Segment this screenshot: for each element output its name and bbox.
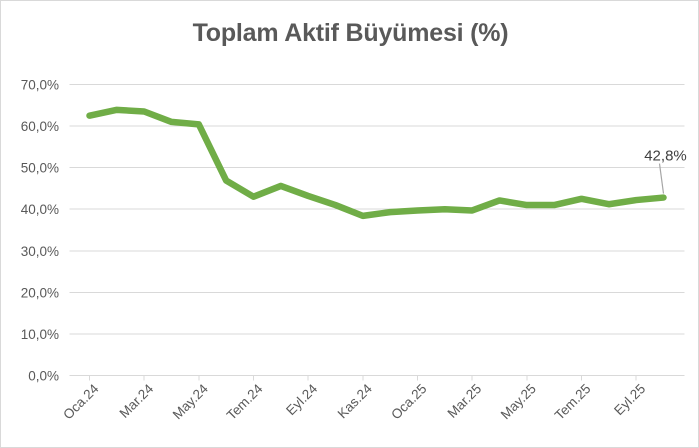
y-axis-label: 60,0% [21,119,59,134]
x-axis-label: Eyl.24 [283,381,320,418]
x-axis-label: May.25 [498,381,539,422]
x-axis-label: Eyl.25 [611,381,648,418]
x-axis-label: Oca.24 [60,381,102,423]
x-axis-label: Tem.24 [224,381,266,423]
chart-title: Toplam Aktif Büyümesi (%) [192,19,509,47]
series-line-path [86,106,667,220]
x-axis-tick-labels: Oca.24 Mar.24 May.24 Tem.24 Eyl.24 Kas.24 Oca.… [60,381,648,423]
y-axis-label: 0,0% [28,369,59,384]
leader-line [658,163,665,194]
gridlines [69,84,685,376]
x-axis-label: Mar.25 [444,381,484,421]
y-axis-label: 10,0% [21,327,59,342]
data-series-line [86,106,667,220]
x-axis-label: Tem.25 [552,381,594,423]
y-axis-label: 50,0% [21,161,59,176]
y-axis-label: 40,0% [21,202,59,217]
y-axis-tick-labels: 0,0% 10,0% 20,0% 30,0% 40,0% 50,0% 60,0% 70,0% [21,78,59,384]
x-axis-tickmarks [89,375,637,381]
x-axis-label: Oca.25 [388,381,429,422]
data-label-annotations: 42,8% [644,148,687,194]
x-axis-label: Mar.24 [116,381,156,421]
y-axis-label: 70,0% [21,78,59,93]
y-axis-label: 20,0% [21,285,59,300]
x-axis-label: May.24 [170,381,212,423]
y-axis-label: 30,0% [21,244,59,259]
x-axis-label: Kas.24 [335,381,376,422]
data-label: 42,8% [644,148,687,165]
